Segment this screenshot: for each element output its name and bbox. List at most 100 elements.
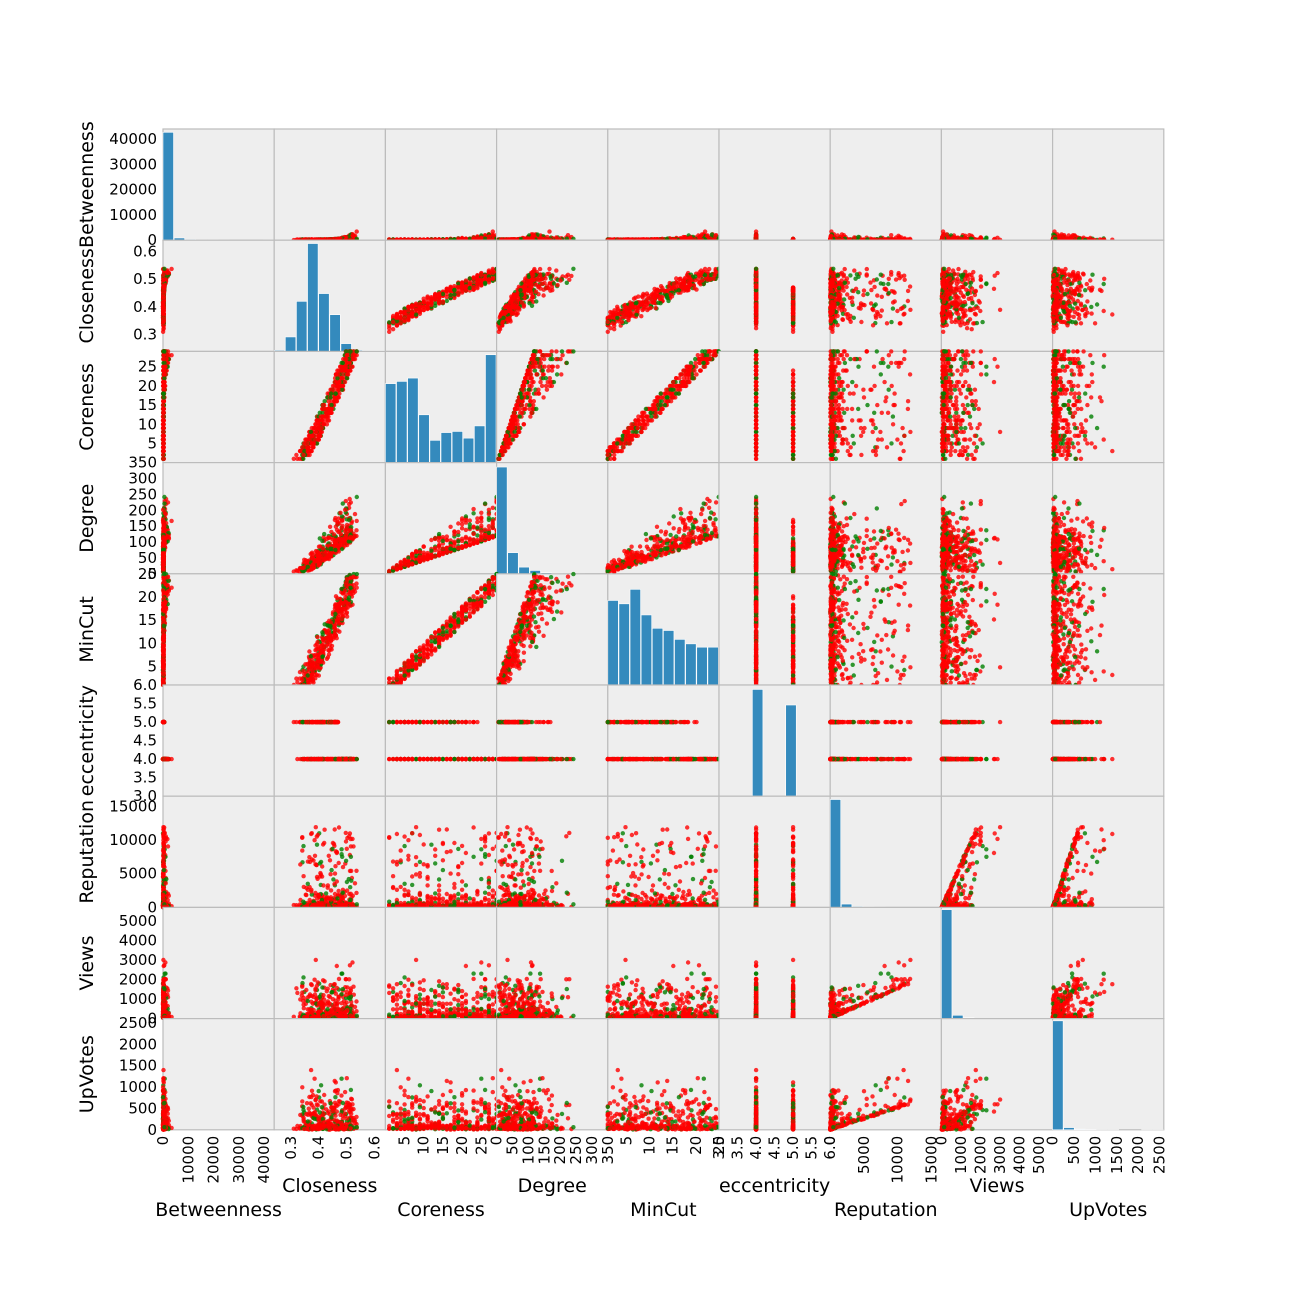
- scatter-point: [440, 291, 446, 297]
- hist-bar-closeness: [329, 314, 341, 352]
- scatter-point: [605, 329, 610, 334]
- scatter-point: [532, 268, 537, 273]
- scatter-point: [655, 287, 660, 292]
- scatter-point: [160, 304, 166, 310]
- scatter-point: [440, 300, 446, 305]
- scatter-point: [571, 266, 576, 271]
- scatter-point: [608, 309, 613, 315]
- scatter-point: [537, 266, 543, 272]
- scatter-point: [702, 266, 708, 272]
- scatter-point: [161, 299, 166, 305]
- scatter-point: [436, 299, 442, 305]
- panel-betweenness-vs-mincut: [605, 128, 721, 243]
- scatter-point: [893, 235, 899, 240]
- scatter-point: [528, 284, 534, 290]
- scatter-point: [417, 301, 423, 307]
- hist-bar-closeness: [285, 336, 297, 352]
- scatter-point: [479, 272, 484, 278]
- scatter-point: [539, 281, 545, 286]
- scatter-point: [555, 282, 560, 288]
- scatter-point: [608, 326, 613, 331]
- scatter-point: [444, 298, 449, 304]
- scatter-point: [459, 286, 465, 291]
- scatter-point: [406, 318, 411, 323]
- scatter-point: [402, 316, 407, 321]
- panel-frame: [940, 128, 1054, 241]
- scatter-point: [648, 305, 653, 311]
- scatter-point: [463, 283, 469, 289]
- scatter-point: [950, 235, 956, 240]
- scatter-point: [548, 288, 553, 293]
- scatter-point: [471, 284, 476, 290]
- scatter-point: [653, 305, 658, 311]
- scatter-point: [354, 229, 359, 234]
- scatter-point: [527, 301, 532, 306]
- panel-frame: [1051, 128, 1165, 241]
- scatter-point: [512, 305, 517, 310]
- panel-betweenness-vs-betweenness: [162, 128, 275, 241]
- scatter-point: [519, 300, 525, 305]
- scatter-point: [521, 304, 526, 309]
- scatter-point: [506, 308, 511, 314]
- panel-frame: [718, 128, 831, 241]
- scatter-point: [459, 290, 465, 295]
- scatter-point: [482, 280, 488, 285]
- scatter-point: [498, 311, 504, 317]
- panel-frame: [607, 128, 720, 241]
- scatter-point: [161, 288, 166, 293]
- scatter-point: [534, 299, 539, 304]
- scatter-point: [564, 274, 569, 279]
- scatter-point: [467, 281, 472, 286]
- scatter-point: [658, 284, 664, 289]
- scatter-point: [161, 326, 166, 331]
- panel-betweenness-vs-eccentricity: [718, 128, 831, 243]
- scatter-point: [398, 321, 403, 326]
- scatter-point: [503, 304, 508, 310]
- panel-betweenness-vs-reputation: [828, 128, 943, 243]
- scatter-point: [429, 295, 434, 300]
- scatter-point: [512, 294, 518, 299]
- scatter-point: [639, 314, 644, 319]
- hist-bar-closeness: [296, 301, 308, 352]
- scatter-point: [410, 311, 415, 316]
- scatter-point: [456, 287, 461, 293]
- scatter-point: [547, 281, 552, 286]
- scatter-point: [387, 326, 392, 331]
- hist-bar-betweenness: [162, 132, 174, 241]
- panel-betweenness-vs-upvotes: [1050, 128, 1165, 243]
- panel-betweenness-vs-views: [939, 128, 1054, 243]
- scatter-point: [390, 327, 396, 332]
- hist-bar-closeness: [307, 243, 319, 352]
- scatter-point: [169, 266, 174, 272]
- panel-closeness-vs-betweenness: [160, 239, 275, 352]
- scatter-point: [475, 279, 480, 285]
- scatter-point: [507, 299, 513, 305]
- scatter-point: [463, 278, 469, 283]
- scatter-point: [161, 272, 166, 278]
- panel-closeness-vs-degree: [496, 239, 609, 352]
- scatter-point: [889, 233, 894, 238]
- scatter-point: [162, 282, 167, 288]
- scatter-point: [547, 266, 552, 272]
- scatter-point: [162, 277, 167, 282]
- scatter-point: [394, 323, 400, 328]
- scatter-point: [390, 319, 396, 325]
- panel-betweenness-vs-coreness: [384, 128, 499, 243]
- panel-closeness-vs-coreness: [384, 239, 499, 352]
- scatter-point: [421, 305, 426, 310]
- scatter-point: [467, 285, 472, 291]
- scatter-point: [541, 293, 546, 298]
- scatter-point: [410, 303, 415, 308]
- scatter-point: [530, 277, 535, 282]
- scatter-point: [564, 280, 569, 285]
- scatter-point: [429, 302, 434, 307]
- panel-frame: [273, 128, 387, 241]
- scatter-point: [540, 276, 545, 281]
- scatter-point: [413, 302, 419, 307]
- scatter-point: [528, 288, 533, 294]
- scatter-point: [448, 292, 453, 298]
- scatter-point: [839, 232, 845, 237]
- panel-frame: [162, 239, 275, 352]
- scatter-point: [161, 294, 166, 299]
